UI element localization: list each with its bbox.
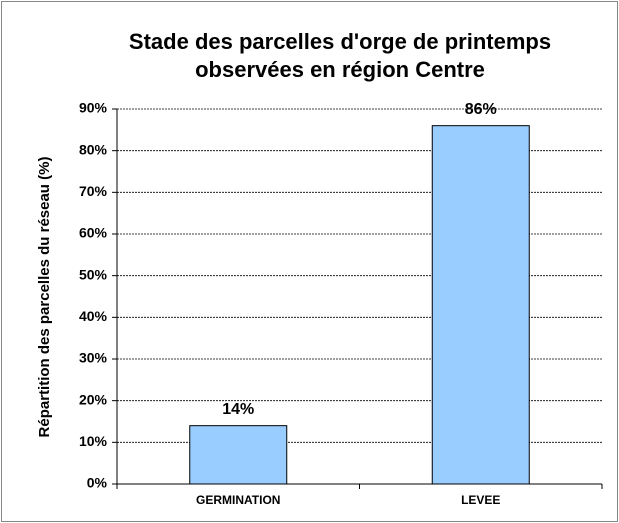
y-tick-label: 20% (79, 391, 108, 407)
y-tick-label: 90% (79, 100, 108, 116)
y-tick-label: 10% (79, 433, 108, 449)
bar (189, 425, 288, 485)
y-tick-label: 80% (79, 141, 108, 157)
chart-title: Stade des parcelles d'orge de printemps … (128, 29, 552, 82)
x-tick-label: GERMINATION (196, 493, 280, 507)
y-tick-label: 50% (79, 266, 108, 282)
data-label: 14% (222, 401, 254, 418)
data-label: 86% (465, 101, 497, 118)
y-tick-label: 30% (79, 350, 108, 366)
y-tick-label: 40% (79, 308, 108, 324)
y-tick-label: 70% (79, 183, 108, 199)
bar (431, 125, 530, 485)
y-tick-label: 60% (79, 225, 108, 241)
x-tick-label: LEVEE (461, 493, 500, 507)
y-tick-label: 0% (87, 475, 108, 491)
y-axis-label: Répartition des parcelles du réseau (%) (36, 157, 53, 438)
